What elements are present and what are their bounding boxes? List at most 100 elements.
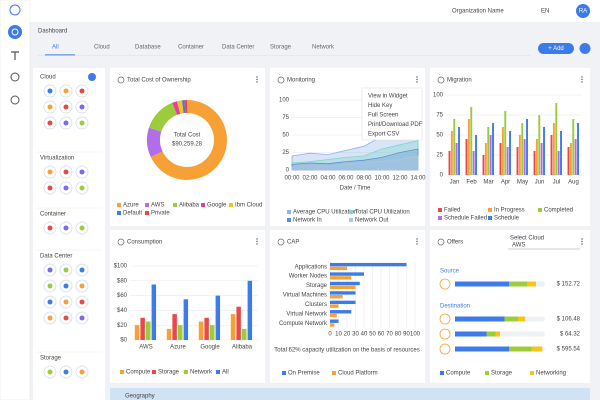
- selected-check: [88, 73, 96, 81]
- resource-icon-glyph: [63, 169, 69, 175]
- x-tick-label: 02:00: [302, 176, 318, 182]
- legend-label: Ibm Cloud: [235, 203, 262, 209]
- nav-dashboard[interactable]: [8, 25, 22, 39]
- y-tick-label: $80: [117, 278, 128, 284]
- legend-label: All: [222, 370, 229, 376]
- add-button[interactable]: [538, 43, 574, 54]
- y-tick-label: Storage: [306, 283, 328, 289]
- language[interactable]: EN: [541, 9, 549, 15]
- context-menu-item[interactable]: Print/Download PDF: [368, 122, 423, 128]
- y-tick-label: $40: [117, 308, 128, 314]
- bar: [330, 310, 352, 314]
- resource-icon-glyph: [47, 315, 53, 321]
- resource-icon-glyph: [47, 169, 53, 175]
- sidebar-section-title[interactable]: Storage: [40, 356, 62, 362]
- card-menu-dot[interactable]: [581, 238, 583, 240]
- context-menu-item[interactable]: Export CSV: [368, 132, 399, 138]
- bar: [140, 317, 145, 340]
- card-menu-dot[interactable]: [256, 76, 258, 78]
- x-tick-label: 06:00: [338, 176, 354, 182]
- org-name[interactable]: Organization Name: [452, 9, 504, 15]
- card-menu-dot[interactable]: [256, 81, 258, 83]
- y-tick-label: Worker Nodes: [289, 274, 327, 280]
- card-menu-dot[interactable]: [416, 243, 418, 245]
- card-menu-dot[interactable]: [581, 81, 583, 83]
- bar: [215, 295, 221, 340]
- card-menu-dot[interactable]: [581, 76, 583, 78]
- legend-swatch: [530, 371, 534, 375]
- card: [270, 230, 425, 383]
- legend-swatch: [349, 210, 353, 214]
- bar: [146, 321, 151, 340]
- nav-text[interactable]: [11, 51, 19, 60]
- card-menu-dot[interactable]: [256, 238, 258, 240]
- resource-icon-glyph: [79, 369, 85, 375]
- bar-segment: [455, 316, 505, 322]
- card-icon: [117, 238, 125, 246]
- tab[interactable]: Database: [135, 45, 161, 51]
- legend-swatch: [287, 210, 291, 214]
- sidebar-section-title[interactable]: Container: [40, 212, 66, 218]
- context-menu-item[interactable]: Hide Key: [368, 103, 392, 109]
- price: $ 595.54: [557, 347, 581, 353]
- tab[interactable]: Storage: [270, 45, 292, 51]
- resource-icon-glyph: [63, 283, 69, 289]
- legend-label: Alibaba: [179, 203, 200, 209]
- card-menu-dot[interactable]: [416, 238, 418, 240]
- resource-icon-glyph: [47, 88, 53, 94]
- card-menu-dot[interactable]: [416, 81, 418, 83]
- tab[interactable]: All: [52, 45, 59, 51]
- resource-icon-glyph: [79, 283, 85, 289]
- x-tick-label: 20: [344, 332, 351, 338]
- resource-icon-glyph: [63, 315, 69, 321]
- bar: [472, 151, 475, 175]
- card-menu-dot[interactable]: [256, 78, 258, 81]
- card-menu-dot[interactable]: [581, 243, 583, 245]
- y-tick-label: 0: [286, 168, 290, 174]
- y-tick-label: Compute Network: [279, 321, 328, 327]
- bar: [506, 147, 509, 175]
- resource-icon-glyph: [47, 120, 53, 126]
- refresh-button[interactable]: [579, 43, 591, 54]
- legend-label: In Progress: [494, 208, 525, 214]
- legend-label: Average CPU Utilization: [293, 210, 357, 216]
- card-menu-dot[interactable]: [416, 76, 418, 78]
- x-tick-label: Jun: [535, 180, 545, 186]
- tab[interactable]: Data Center: [222, 45, 254, 51]
- bar: [151, 284, 157, 340]
- select-label: Select Cloud: [510, 236, 544, 242]
- avatar[interactable]: [576, 4, 590, 18]
- tab[interactable]: Network: [312, 45, 335, 51]
- bar-segment: [531, 346, 543, 352]
- resource-icon-glyph: [47, 104, 53, 110]
- card-menu-dot[interactable]: [581, 78, 583, 81]
- bar: [523, 139, 526, 175]
- card-menu-dot[interactable]: [256, 243, 258, 245]
- logo: [9, 4, 21, 16]
- bar: [330, 285, 356, 289]
- select-value[interactable]: AWS: [512, 243, 525, 249]
- bar-segment: [518, 316, 526, 322]
- card-menu-dot[interactable]: [581, 240, 583, 243]
- sidebar-section-title[interactable]: Cloud: [40, 75, 56, 81]
- sidebar-section-title[interactable]: Virtualization: [40, 156, 74, 162]
- tab[interactable]: Cloud: [94, 45, 110, 51]
- context-menu-item[interactable]: Full Screen: [368, 113, 398, 119]
- card-menu-dot[interactable]: [416, 78, 418, 81]
- context-menu-item[interactable]: View in Widget: [368, 94, 408, 100]
- area-series: [291, 155, 419, 171]
- resource-icon-glyph: [79, 267, 85, 273]
- bar: [458, 127, 460, 175]
- x-tick-label: Apr: [501, 180, 510, 186]
- sidebar-section-title[interactable]: Data Center: [40, 254, 72, 260]
- context-menu: [361, 87, 423, 141]
- bar: [467, 119, 470, 175]
- y-tick-label: 50: [436, 133, 443, 139]
- card-menu-dot[interactable]: [256, 240, 258, 243]
- card-title: Offers: [447, 240, 463, 246]
- nav-history[interactable]: [10, 72, 20, 82]
- bar: [330, 323, 335, 327]
- card-menu-dot[interactable]: [416, 240, 418, 243]
- nav-settings[interactable]: [10, 95, 20, 105]
- tab[interactable]: Container: [178, 45, 204, 51]
